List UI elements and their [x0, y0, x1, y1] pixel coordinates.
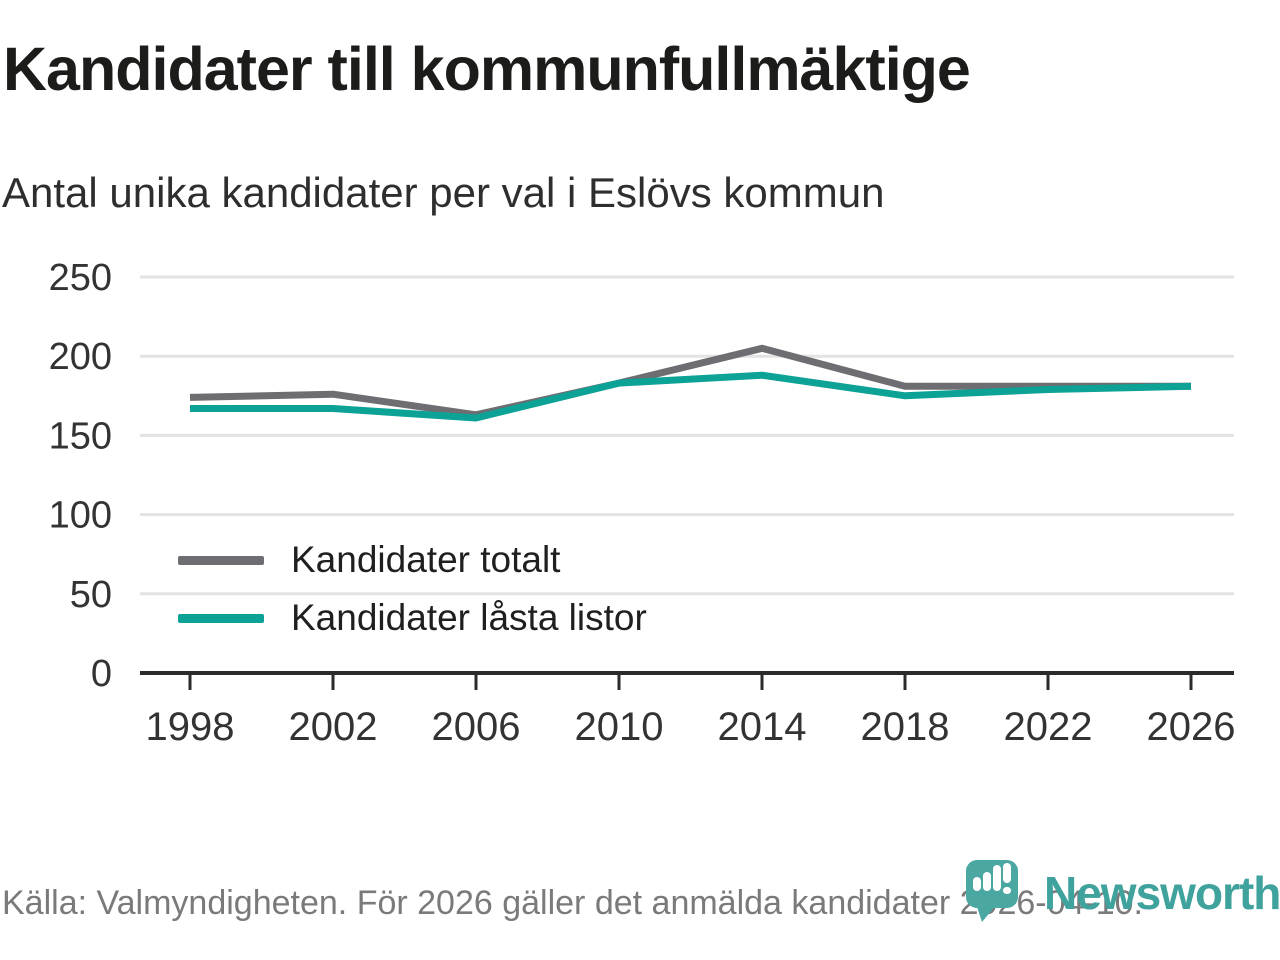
x-tick-label: 1998 [146, 705, 235, 749]
legend-item-locked: Kandidater låsta listor [178, 596, 647, 640]
legend-label-total: Kandidater totalt [291, 539, 561, 580]
y-tick-label: 250 [49, 257, 112, 299]
y-tick-label: 100 [49, 495, 112, 537]
x-tick-label: 2022 [1004, 705, 1093, 749]
y-tick-label: 200 [49, 336, 112, 378]
source-note: Källa: Valmyndigheten. För 2026 gäller d… [2, 884, 1143, 922]
y-tick-label: 150 [49, 415, 112, 457]
x-tick-label: 2006 [432, 705, 521, 749]
newsworthy-wordmark: Newsworthy [1044, 867, 1280, 919]
chart-subtitle: Antal unika kandidater per val i Eslövs … [2, 169, 885, 216]
y-tick-label: 50 [70, 574, 112, 616]
line-chart: 0 50 100 150 200 250 1998 2002 2006 2010 2014 2018 2… [49, 257, 1236, 749]
legend-swatch-locked [178, 613, 264, 623]
x-tick-label: 2018 [861, 705, 950, 749]
newsworthy-logo: Newsworthy [964, 860, 1280, 922]
legend-swatch-total [178, 555, 264, 565]
x-tick-label: 2026 [1147, 705, 1236, 749]
chart-legend: Kandidater totalt Kandidater låsta listo… [178, 538, 647, 654]
series-line-total [189, 344, 1191, 419]
y-tick-label: 0 [91, 653, 112, 695]
legend-item-total: Kandidater totalt [178, 538, 647, 582]
x-tick-label: 2010 [575, 705, 664, 749]
legend-label-locked: Kandidater låsta listor [291, 597, 647, 638]
x-tick-label: 2014 [718, 705, 807, 749]
series-line-locked [190, 371, 1192, 422]
chart-title: Kandidater till kommunfullmäktige [3, 35, 971, 103]
x-tick-label: 2002 [289, 705, 378, 749]
newsworthy-pin-icon [966, 860, 1018, 922]
